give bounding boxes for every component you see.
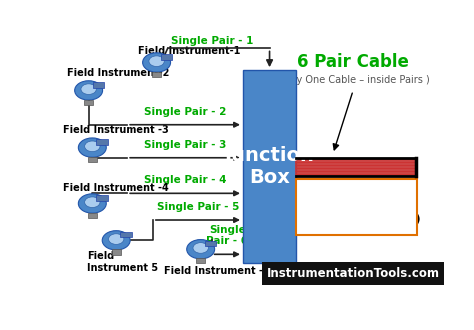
Text: Field Instrument -6: Field Instrument -6	[164, 266, 270, 276]
Circle shape	[85, 141, 100, 151]
FancyBboxPatch shape	[152, 72, 161, 77]
Circle shape	[75, 81, 102, 100]
FancyBboxPatch shape	[97, 139, 108, 145]
Text: Single Pair - 5: Single Pair - 5	[157, 202, 239, 212]
Text: Single Pair - 1: Single Pair - 1	[171, 36, 253, 46]
Text: 6 Pair Cable: 6 Pair Cable	[297, 53, 409, 72]
Text: Field Instrument -4: Field Instrument -4	[63, 183, 169, 193]
FancyBboxPatch shape	[205, 241, 216, 246]
FancyBboxPatch shape	[93, 82, 104, 87]
Text: Single
Pair - 6: Single Pair - 6	[206, 225, 248, 246]
Circle shape	[149, 56, 164, 67]
FancyBboxPatch shape	[97, 195, 108, 201]
Circle shape	[85, 197, 100, 208]
Text: (Only One Cable – inside Pairs ): (Only One Cable – inside Pairs )	[276, 75, 430, 85]
Text: Field Instrument-1: Field Instrument-1	[138, 46, 241, 56]
Text: Field Instrument -3: Field Instrument -3	[63, 125, 169, 135]
Circle shape	[102, 231, 130, 250]
FancyBboxPatch shape	[161, 54, 172, 60]
FancyBboxPatch shape	[88, 213, 97, 218]
FancyBboxPatch shape	[120, 232, 132, 238]
Text: Junction
Box: Junction Box	[225, 146, 314, 187]
FancyBboxPatch shape	[112, 249, 120, 254]
FancyBboxPatch shape	[88, 157, 97, 162]
Circle shape	[193, 243, 209, 253]
FancyBboxPatch shape	[84, 100, 93, 105]
Text: InstrumentationTools.com: InstrumentationTools.com	[267, 267, 439, 280]
Circle shape	[81, 84, 96, 94]
Circle shape	[187, 240, 215, 259]
Circle shape	[143, 53, 171, 72]
Circle shape	[78, 194, 106, 213]
Text: Single Pair - 3: Single Pair - 3	[144, 140, 226, 149]
Text: Single Pair - 4: Single Pair - 4	[144, 175, 226, 185]
FancyBboxPatch shape	[243, 70, 296, 263]
Text: Field
Instrument 5: Field Instrument 5	[87, 251, 158, 273]
Text: Field Junction Box
To Control Room
(Marshalling Cabinet): Field Junction Box To Control Room (Mars…	[293, 191, 420, 224]
Text: Single Pair - 2: Single Pair - 2	[144, 107, 226, 116]
Circle shape	[109, 234, 124, 245]
Circle shape	[78, 138, 106, 157]
Polygon shape	[296, 158, 416, 176]
FancyBboxPatch shape	[196, 258, 205, 263]
FancyBboxPatch shape	[296, 180, 418, 235]
Text: Field Instrument-2: Field Instrument-2	[66, 68, 169, 78]
